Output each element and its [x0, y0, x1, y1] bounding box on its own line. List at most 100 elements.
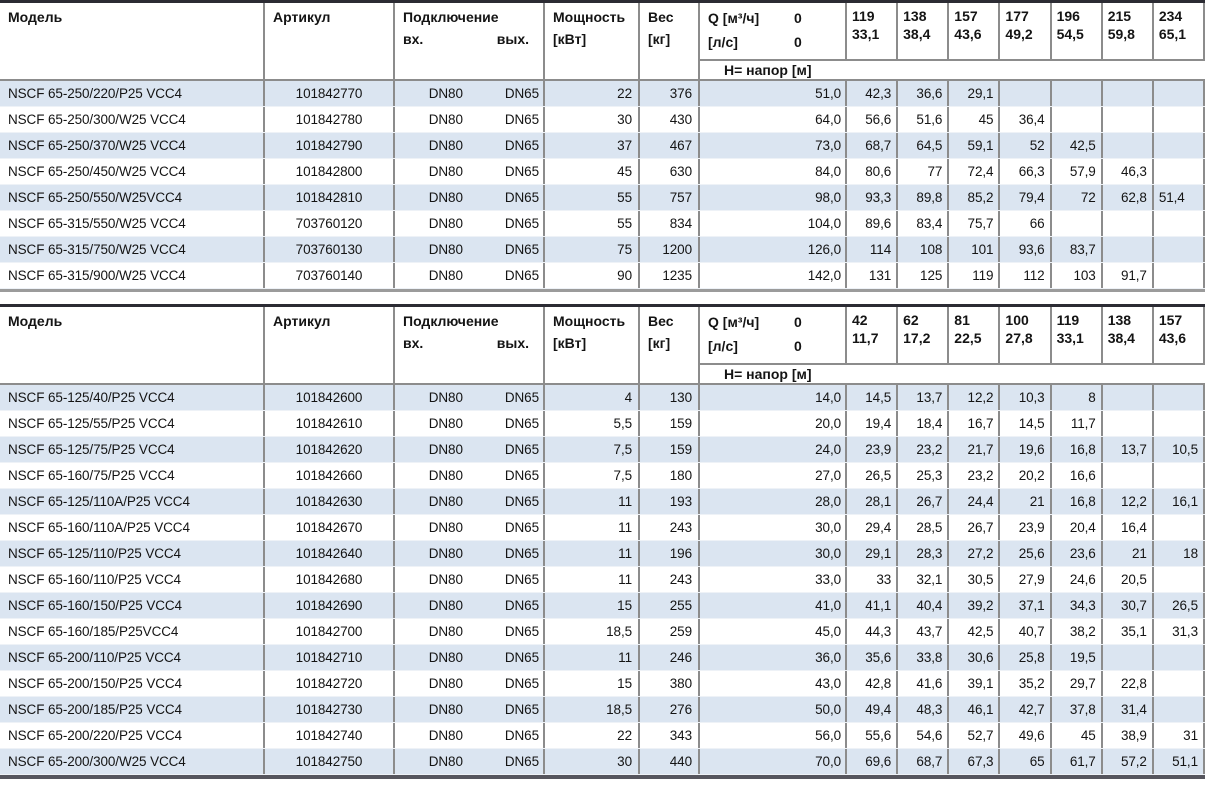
q-ls-value: 65,1 — [1158, 26, 1187, 42]
cell-weight: 130 — [640, 385, 700, 410]
head-value-cell: 10,3 — [998, 385, 1049, 410]
cell-dn-in: DN80 — [428, 624, 463, 639]
cell-model: NSCF 65-125/110/P25 VCC4 — [0, 541, 265, 566]
head-value-cell: 79,4 — [998, 185, 1049, 210]
head-value-cell: 26,5 — [1151, 593, 1205, 618]
cell-dn-in: DN80 — [428, 754, 463, 769]
cell-dn-out: DN65 — [504, 676, 539, 691]
cell-head-at-zero: 36,0 — [815, 650, 841, 665]
head-value-cell — [1100, 645, 1152, 670]
cell-model: NSCF 65-315/750/W25 VCC4 — [0, 237, 265, 262]
table-row: NSCF 65-315/900/W25 VCC4 703760140 DN80 DN6… — [0, 263, 1205, 289]
cell-head-at-zero: 126,0 — [807, 242, 841, 257]
header-weight-unit: [кг] — [648, 335, 671, 351]
cell-model: NSCF 65-160/110A/P25 VCC4 — [0, 515, 265, 540]
q-column-header: 62 17,2 — [896, 307, 947, 363]
head-value-cell — [1151, 385, 1205, 410]
head-value-cell: 68,7 — [845, 133, 896, 158]
cell-weight: 380 — [640, 671, 700, 696]
header-connection-label: Подключение — [403, 9, 499, 25]
cell-head-at-zero: 43,0 — [815, 676, 841, 691]
head-value-cell: 28,1 — [845, 489, 896, 514]
head-value-cell: 29,1 — [947, 81, 998, 106]
head-value-cell: 16,6 — [1049, 463, 1101, 488]
cell-connection: DN80 DN65 — [395, 619, 545, 644]
cell-head-at-zero: 33,0 — [815, 572, 841, 587]
cell-power: 7,5 — [545, 437, 640, 462]
head-value-cell — [1151, 107, 1205, 132]
head-value-cell — [1151, 411, 1205, 436]
cell-power: 5,5 — [545, 411, 640, 436]
cell-weight: 243 — [640, 515, 700, 540]
head-value-cell: 37,8 — [1049, 697, 1101, 722]
pump-table-upper: Модель Артикул Подключение вх. вых. Мощн… — [0, 0, 1205, 292]
q-ls-value: 27,8 — [1005, 330, 1033, 346]
head-value-cell — [1151, 463, 1205, 488]
head-value-cell: 25,6 — [998, 541, 1049, 566]
cell-power: 30 — [545, 749, 640, 774]
q-ls-zero-value: 0 — [794, 338, 802, 354]
cell-model: NSCF 65-125/75/P25 VCC4 — [0, 437, 265, 462]
head-value-cell: 69,6 — [845, 749, 896, 774]
cell-model: NSCF 65-315/900/W25 VCC4 — [0, 263, 265, 288]
head-value-cell: 30,7 — [1100, 593, 1152, 618]
head-value-cell: 51,4 — [1151, 185, 1205, 210]
q-column-header: 42 11,7 — [845, 307, 896, 363]
header-power: Мощность [кВт] — [545, 307, 640, 383]
head-value-cell: 83,4 — [896, 211, 947, 236]
cell-weight: 246 — [640, 645, 700, 670]
cell-connection: DN80 DN65 — [395, 411, 545, 436]
cell-article: 101842620 — [265, 437, 395, 462]
head-value-cell: 31,3 — [1151, 619, 1205, 644]
cell-model: NSCF 65-160/110/P25 VCC4 — [0, 567, 265, 592]
head-value-cell: 40,4 — [896, 593, 947, 618]
cell-article: 101842660 — [265, 463, 395, 488]
head-value-cell: 35,2 — [998, 671, 1049, 696]
cell-model: NSCF 65-160/150/P25 VCC4 — [0, 593, 265, 618]
cell-article: 101842640 — [265, 541, 395, 566]
head-value-cell: 35,6 — [845, 645, 896, 670]
head-value-cell: 85,2 — [947, 185, 998, 210]
header-conn-out-label: вых. — [496, 31, 529, 47]
head-unit-row: Н= напор [м] — [700, 363, 1205, 383]
table-row: NSCF 65-125/40/P25 VCC4 101842600 DN80 DN65… — [0, 385, 1205, 411]
cell-article: 101842730 — [265, 697, 395, 722]
q-m3h-value: 119 — [852, 8, 875, 24]
header-model: Модель — [0, 307, 265, 383]
cell-article: 101842630 — [265, 489, 395, 514]
cell-article: 101842770 — [265, 81, 395, 106]
head-value-cell — [1151, 697, 1205, 722]
cell-article: 101842800 — [265, 159, 395, 184]
head-value-cell: 18 — [1151, 541, 1205, 566]
cell-weight: 343 — [640, 723, 700, 748]
head-value-cell: 25,3 — [896, 463, 947, 488]
cell-connection: DN80 DN65 — [395, 749, 545, 774]
cell-article: 703760130 — [265, 237, 395, 262]
cell-weight: 430 — [640, 107, 700, 132]
table-row: NSCF 65-250/300/W25 VCC4 101842780 DN80 DN6… — [0, 107, 1205, 133]
head-value-cell: 28,5 — [896, 515, 947, 540]
cell-article: 703760140 — [265, 263, 395, 288]
q-m3h-value: 119 — [1056, 312, 1080, 328]
head-value-cell: 33 — [845, 567, 896, 592]
cell-connection: DN80 DN65 — [395, 263, 545, 288]
head-value-cell: 23,9 — [998, 515, 1049, 540]
cell-power: 55 — [545, 211, 640, 236]
cell-dn-in: DN80 — [428, 242, 463, 257]
head-value-cell: 61,7 — [1049, 749, 1101, 774]
q-column-header: 100 27,8 — [998, 307, 1049, 363]
pump-table-lower: Модель Артикул Подключение вх. вых. Мощн… — [0, 304, 1205, 779]
cell-head-at-zero: 98,0 — [815, 190, 841, 205]
head-value-cell: 23,6 — [1049, 541, 1101, 566]
cell-power: 37 — [545, 133, 640, 158]
cell-article: 101842810 — [265, 185, 395, 210]
q-ls-label: [л/с] — [708, 34, 738, 50]
head-value-cell: 72,4 — [947, 159, 998, 184]
head-value-cell — [1100, 463, 1152, 488]
head-value-cell: 35,1 — [1100, 619, 1152, 644]
head-value-cell: 16,7 — [947, 411, 998, 436]
q-m3h-label: Q [м³/ч] — [708, 10, 760, 26]
head-value-cell: 42,5 — [1049, 133, 1101, 158]
head-value-cell: 38,2 — [1049, 619, 1101, 644]
header-connection-sub: вх. вых. — [403, 31, 543, 47]
